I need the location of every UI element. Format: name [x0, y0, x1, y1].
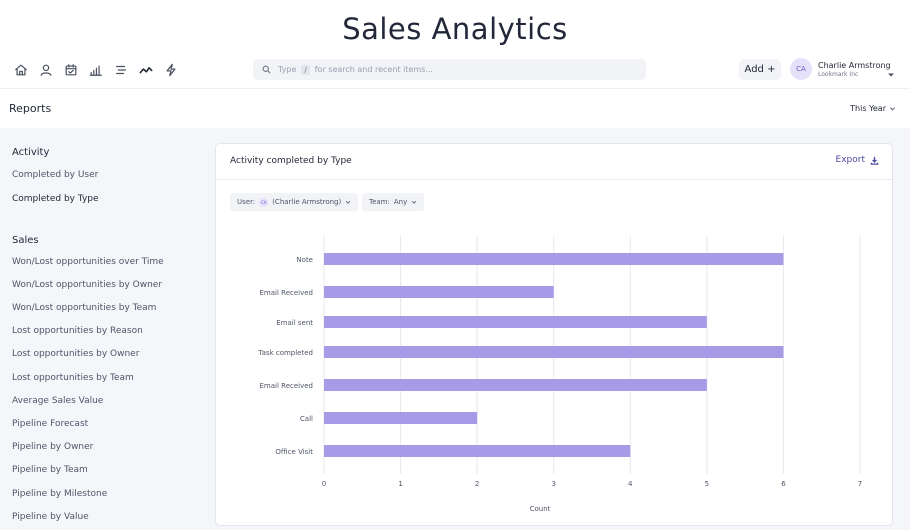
x-tick-label: 4 — [628, 480, 633, 488]
sidebar-item-pipeline-by-team[interactable]: Pipeline by Team — [12, 465, 88, 475]
x-tick-label: 6 — [781, 480, 786, 488]
sidebar-item-lost-by-reason[interactable]: Lost opportunities by Reason — [12, 326, 143, 336]
user-filter[interactable]: User: CA (Charlie Armstrong) — [230, 193, 359, 211]
period-label: This Year — [850, 104, 886, 113]
team-filter-value: Any — [393, 198, 408, 206]
user-name[interactable]: Charlie Armstrong — [818, 61, 891, 70]
top-bar: Type / for search and recent items... Ad… — [0, 55, 910, 88]
chevron-down-icon — [412, 200, 417, 204]
home-icon[interactable] — [8, 61, 33, 79]
sidebar-heading-sales: Sales — [12, 235, 39, 246]
calendar-check-icon[interactable] — [58, 61, 83, 79]
sidebar-item-won-lost-by-owner[interactable]: Won/Lost opportunities by Owner — [12, 280, 163, 290]
team-filter[interactable]: Team: Any — [362, 193, 425, 211]
sidebar-item-pipeline-forecast[interactable]: Pipeline Forecast — [12, 419, 89, 429]
sidebar-item-won-lost-by-team[interactable]: Won/Lost opportunities by Team — [12, 303, 157, 313]
y-category-label: Call — [300, 415, 313, 423]
avatar: CA — [259, 197, 269, 207]
user-organization: Lookmark Inc — [818, 71, 859, 78]
bar — [324, 253, 784, 265]
x-tick-label: 7 — [858, 480, 862, 488]
x-axis-label: Count — [530, 505, 551, 513]
chevron-down-icon — [889, 107, 896, 111]
search-hint-text: for search and recent items... — [314, 65, 433, 74]
search-shortcut-key: / — [301, 64, 310, 75]
download-icon — [870, 156, 879, 165]
y-category-label: Office Visit — [275, 448, 313, 456]
user-filter-label: User: — [237, 198, 256, 206]
x-tick-label: 5 — [705, 480, 709, 488]
reports-header: Reports This Year — [0, 88, 910, 128]
export-label: Export — [835, 155, 865, 165]
sidebar-item-completed-by-user[interactable]: Completed by User — [12, 170, 99, 180]
report-panel-header: Activity completed by Type Export — [216, 144, 892, 180]
bar — [324, 379, 707, 391]
nav-icon-bar — [8, 61, 183, 79]
report-title: Activity completed by Type — [230, 156, 352, 166]
list-icon[interactable] — [108, 61, 133, 79]
x-tick-label: 0 — [322, 480, 326, 488]
bar — [324, 445, 631, 457]
x-tick-label: 2 — [475, 480, 479, 488]
sidebar-item-lost-by-owner[interactable]: Lost opportunities by Owner — [12, 349, 140, 359]
bar — [324, 316, 707, 328]
sidebar-item-pipeline-by-milestone[interactable]: Pipeline by Milestone — [12, 489, 108, 499]
team-filter-label: Team: — [369, 198, 390, 206]
report-panel: Activity completed by Type Export User: … — [215, 143, 893, 526]
reports-title: Reports — [9, 102, 52, 115]
sidebar-item-lost-by-team[interactable]: Lost opportunities by Team — [12, 373, 134, 383]
x-tick-label: 1 — [398, 480, 402, 488]
search-icon — [262, 65, 271, 74]
bar — [324, 412, 478, 424]
activity-by-type-chart: 0 1 2 3 4 5 6 7 Note Email Received Email sent Task… — [258, 236, 862, 513]
y-category-label: Task completed — [258, 349, 313, 357]
lightning-icon[interactable] — [158, 61, 183, 79]
sidebar-item-pipeline-by-owner[interactable]: Pipeline by Owner — [12, 442, 94, 452]
bar — [324, 346, 784, 358]
sidebar-item-completed-by-type[interactable]: Completed by Type — [12, 194, 99, 204]
search-hint-type: Type — [278, 65, 297, 74]
bar — [324, 286, 554, 298]
sidebar-item-won-lost-over-time[interactable]: Won/Lost opportunities over Time — [12, 257, 164, 267]
sidebar-heading-activity: Activity — [12, 147, 50, 158]
add-button[interactable]: Add + — [739, 59, 781, 80]
sidebar-item-pipeline-by-value[interactable]: Pipeline by Value — [12, 512, 89, 522]
search-input[interactable]: Type / for search and recent items... — [253, 59, 646, 80]
export-button[interactable]: Export — [836, 155, 879, 165]
x-tick-label: 3 — [551, 480, 555, 488]
user-icon[interactable] — [33, 61, 58, 79]
y-category-label: Email Received — [260, 289, 314, 297]
chevron-down-icon — [345, 200, 351, 204]
chevron-down-icon[interactable] — [887, 64, 895, 77]
bar-chart-icon[interactable] — [83, 61, 108, 79]
y-category-label: Email Received — [260, 382, 314, 390]
y-category-label: Note — [296, 256, 313, 264]
sidebar-item-average-sales-value[interactable]: Average Sales Value — [12, 396, 104, 406]
period-selector[interactable]: This Year — [850, 104, 896, 113]
y-category-label: Email sent — [276, 319, 313, 327]
avatar[interactable]: CA — [790, 58, 812, 80]
trend-line-icon[interactable] — [133, 61, 158, 79]
user-filter-value: (Charlie Armstrong) — [272, 198, 342, 206]
page-title: Sales Analytics — [342, 12, 568, 46]
